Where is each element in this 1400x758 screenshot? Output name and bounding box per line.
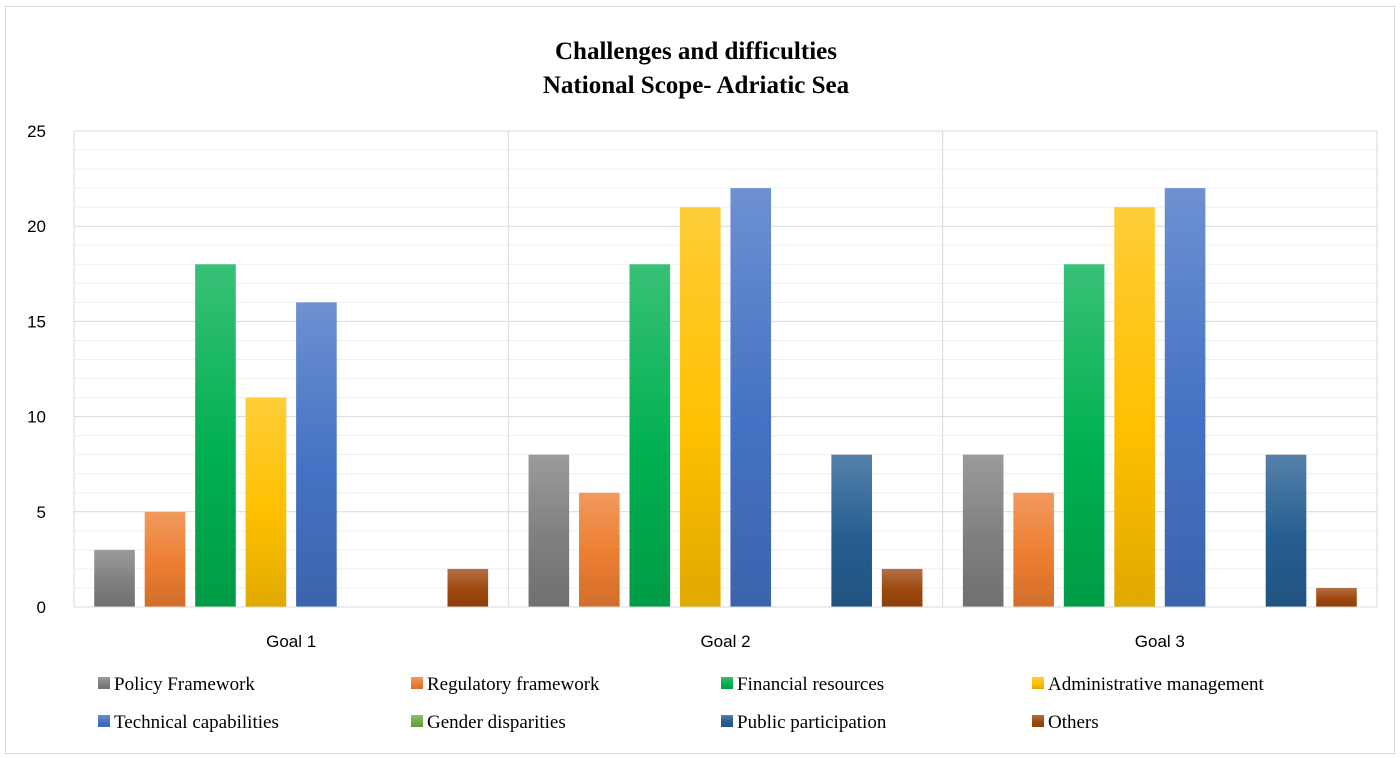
legend-item-regulatory-framework: Regulatory framework	[411, 674, 600, 695]
legend-item-technical-capabilities: Technical capabilities	[98, 712, 279, 733]
bar-others-goal-3	[1316, 587, 1357, 607]
bar-public-participation-goal-3	[1265, 454, 1307, 607]
legend-item-public-participation: Public participation	[721, 712, 887, 733]
axes: 0 5 10 15 20 25 Goal 1 Goal 2 Goal 3	[27, 122, 1377, 651]
legend-label: Public participation	[737, 712, 887, 733]
y-tick-label: 5	[37, 503, 46, 522]
bar-financial-resources-goal-2	[629, 264, 671, 607]
legend-swatch	[411, 677, 423, 689]
legend-label: Administrative management	[1048, 674, 1265, 695]
bar-regulatory-framework-goal-3	[1013, 492, 1054, 607]
legend-item-financial-resources: Financial resources	[721, 674, 884, 695]
y-tick-label: 0	[37, 598, 46, 617]
legend-swatch	[411, 715, 423, 727]
legend-swatch	[1032, 715, 1044, 727]
legend-label: Gender disparities	[427, 712, 566, 733]
y-tick-label: 25	[27, 122, 46, 141]
bar-administrative-management-goal-3	[1114, 207, 1155, 607]
legend: Policy Framework Regulatory framework Fina…	[98, 674, 1265, 733]
bar-others-goal-1	[447, 568, 489, 607]
x-tick-label: Goal 3	[1135, 632, 1185, 651]
bar-policy-framework-goal-1	[94, 549, 135, 607]
bar-technical-capabilities-goal-1	[296, 302, 337, 607]
bar-others-goal-2	[881, 568, 923, 607]
chart-subtitle: National Scope- Adriatic Sea	[543, 72, 850, 99]
legend-item-gender-disparities: Gender disparities	[411, 712, 566, 733]
bar-administrative-management-goal-2	[679, 207, 721, 607]
bar-policy-framework-goal-3	[962, 454, 1004, 607]
legend-swatch	[721, 715, 733, 727]
bar-technical-capabilities-goal-3	[1164, 188, 1206, 607]
bar-regulatory-framework-goal-1	[144, 511, 186, 607]
y-tick-label: 15	[27, 312, 46, 331]
legend-item-administrative-management: Administrative management	[1032, 674, 1265, 695]
legend-label: Technical capabilities	[114, 712, 279, 733]
legend-swatch	[98, 715, 110, 727]
bar-financial-resources-goal-1	[195, 264, 236, 607]
legend-swatch	[1032, 677, 1044, 689]
x-tick-label: Goal 2	[700, 632, 750, 651]
bar-public-participation-goal-2	[831, 454, 872, 607]
legend-item-policy-framework: Policy Framework	[98, 674, 255, 695]
y-tick-label: 20	[27, 217, 46, 236]
legend-swatch	[721, 677, 733, 689]
bar-policy-framework-goal-2	[528, 454, 570, 607]
legend-swatch	[98, 677, 110, 689]
bar-technical-capabilities-goal-2	[730, 188, 772, 607]
bar-administrative-management-goal-1	[245, 397, 287, 607]
gridlines	[73, 130, 1378, 608]
bar-regulatory-framework-goal-2	[579, 492, 620, 607]
legend-label: Policy Framework	[114, 674, 255, 695]
legend-label: Regulatory framework	[427, 674, 600, 695]
legend-label: Financial resources	[737, 674, 884, 695]
legend-label: Others	[1048, 712, 1099, 733]
legend-item-others: Others	[1032, 712, 1099, 733]
chart-svg: Challenges and difficulties National Sco…	[27, 38, 1378, 733]
bars	[94, 188, 1357, 607]
x-tick-label: Goal 1	[266, 632, 316, 651]
chart-frame: Challenges and difficulties National Sco…	[5, 6, 1395, 754]
y-tick-label: 10	[27, 408, 46, 427]
bar-financial-resources-goal-3	[1063, 264, 1105, 607]
chart-title: Challenges and difficulties	[555, 38, 837, 65]
